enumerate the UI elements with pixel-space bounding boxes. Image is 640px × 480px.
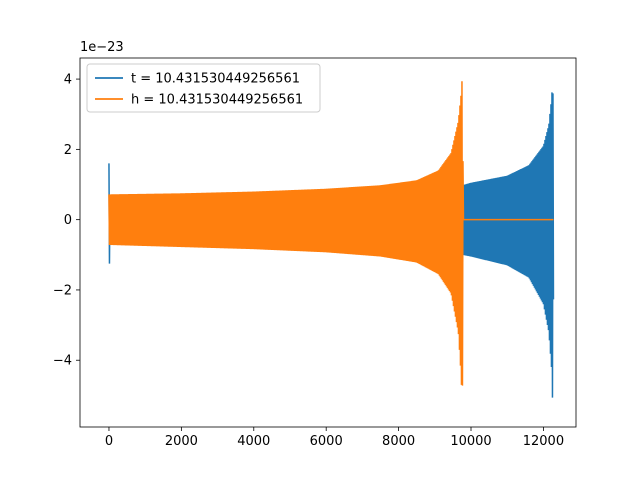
- y-axis: −4 −2 0 2 4: [53, 73, 80, 369]
- legend-entry-1: t = 10.431530449256561: [131, 72, 300, 87]
- series-line-2: [108, 81, 554, 386]
- y-axis-offset-text: 1e−23: [80, 40, 124, 55]
- x-tick-label: 10000: [450, 434, 491, 449]
- legend-entry-2: h = 10.431530449256561: [131, 93, 303, 108]
- y-tick-label: −2: [53, 283, 72, 298]
- x-axis: 0 2000 4000 6000 8000 10000 12000: [105, 427, 564, 449]
- y-tick-label: 0: [64, 213, 72, 228]
- x-tick-label: 6000: [310, 434, 343, 449]
- plot-frame: [79, 57, 577, 428]
- x-tick-label: 12000: [523, 434, 564, 449]
- legend-box: [86, 63, 321, 113]
- series-layer: [108, 81, 555, 398]
- y-tick-label: 4: [64, 73, 72, 88]
- y-tick-label: 2: [64, 143, 72, 158]
- x-tick-label: 8000: [382, 434, 415, 449]
- y-tick-label: −4: [53, 354, 72, 369]
- legend: t = 10.431530449256561 h = 10.43153044925…: [86, 63, 321, 113]
- x-tick-label: 2000: [165, 434, 198, 449]
- x-tick-label: 0: [105, 434, 113, 449]
- x-tick-label: 4000: [237, 434, 270, 449]
